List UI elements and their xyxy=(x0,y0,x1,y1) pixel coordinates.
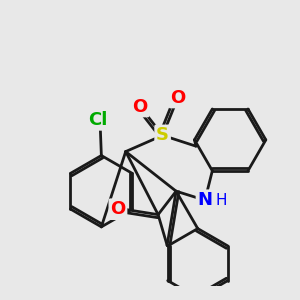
Text: O: O xyxy=(133,98,148,116)
Text: N: N xyxy=(197,191,212,209)
Text: H: H xyxy=(215,193,226,208)
Text: O: O xyxy=(110,200,126,218)
Text: S: S xyxy=(156,126,169,144)
Text: Cl: Cl xyxy=(88,111,108,129)
Text: O: O xyxy=(170,88,185,106)
